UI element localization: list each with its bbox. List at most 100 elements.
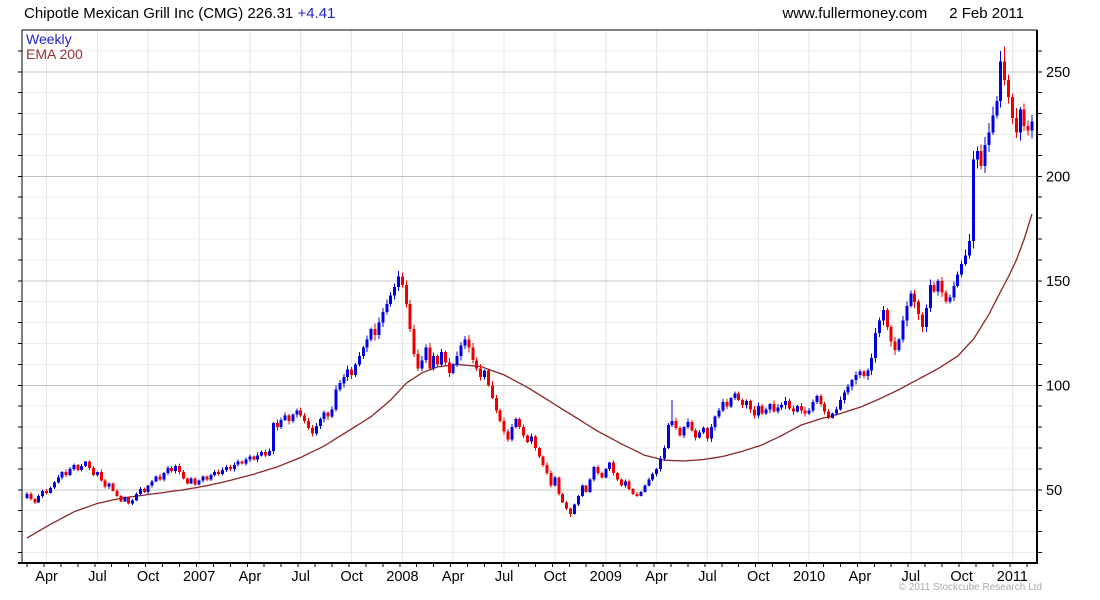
candle — [232, 464, 236, 469]
candle — [56, 477, 60, 483]
candle — [80, 465, 84, 470]
candle — [271, 423, 275, 452]
candle — [92, 467, 95, 476]
candle — [381, 312, 385, 323]
candle — [115, 490, 119, 497]
candle — [995, 101, 999, 116]
candle — [299, 410, 303, 416]
candle — [807, 410, 811, 414]
candle — [127, 497, 131, 504]
candle — [530, 436, 533, 442]
x-tick-label: 2010 — [793, 569, 825, 585]
candle — [987, 132, 991, 145]
candle — [64, 472, 68, 476]
candle — [999, 61, 1003, 102]
candle — [702, 428, 705, 433]
candle — [764, 409, 768, 414]
candle — [357, 356, 361, 365]
candle — [37, 496, 41, 503]
x-tick-label: Oct — [340, 569, 363, 585]
candle — [788, 401, 791, 409]
candle — [522, 427, 526, 436]
candle — [741, 400, 745, 406]
candle — [905, 305, 909, 321]
candle — [111, 483, 115, 491]
candle — [662, 448, 666, 459]
candle — [205, 476, 209, 480]
candle — [369, 328, 373, 340]
candle — [498, 410, 502, 421]
candle — [424, 347, 428, 361]
candle — [639, 491, 643, 497]
candle — [596, 466, 600, 474]
website-text: www.fullermoney.com — [782, 5, 928, 22]
candle — [244, 459, 248, 464]
candle — [838, 400, 842, 410]
candle — [842, 392, 846, 400]
candle — [588, 479, 592, 492]
candle — [107, 483, 111, 487]
candle — [705, 428, 709, 439]
axis-labels: 50 100 150 200 250 Apr Jul Oct 2007 Apr Jul Oct 2008… — [35, 65, 1070, 585]
candle — [866, 370, 870, 376]
candle — [616, 473, 619, 480]
candle — [952, 286, 956, 298]
candle — [60, 472, 64, 478]
candle — [84, 461, 88, 466]
chart-title: Chipotle Mexican Grill Inc (CMG) 226.31 … — [24, 5, 335, 22]
candle — [506, 431, 510, 440]
y-tick-label: 50 — [1046, 483, 1062, 499]
candle — [154, 476, 158, 482]
candle — [948, 297, 952, 302]
candle — [76, 464, 80, 470]
candle — [819, 395, 823, 405]
candle — [95, 472, 99, 476]
candle — [670, 420, 674, 426]
candle — [365, 339, 369, 348]
candle — [221, 470, 224, 475]
candle — [420, 360, 424, 369]
candle — [436, 356, 440, 365]
candle — [428, 347, 432, 369]
candle — [874, 333, 878, 359]
candle — [248, 456, 252, 460]
candle — [823, 404, 827, 412]
candle — [991, 115, 995, 133]
candle — [533, 436, 537, 448]
candle — [885, 310, 889, 327]
candle — [565, 502, 569, 509]
candle — [393, 287, 397, 296]
candle — [213, 472, 217, 476]
candle — [897, 339, 901, 350]
candle — [479, 368, 483, 377]
x-tick-label: Oct — [544, 569, 567, 585]
candle — [228, 466, 232, 469]
x-tick-label: Apr — [849, 569, 872, 585]
candle — [975, 151, 979, 160]
candle — [541, 456, 545, 465]
candle — [878, 320, 881, 333]
candle — [576, 496, 580, 505]
candle — [795, 406, 799, 412]
x-tick-label: Jul — [495, 569, 514, 585]
candle — [268, 451, 271, 456]
candle — [209, 475, 213, 480]
candle — [901, 320, 905, 340]
candle — [1030, 121, 1034, 131]
candle — [334, 389, 338, 410]
candle — [737, 393, 741, 400]
candle — [518, 418, 522, 428]
candle — [447, 362, 451, 373]
candle — [256, 455, 260, 460]
candle — [373, 328, 377, 336]
candle — [690, 421, 694, 431]
price-change: +4.41 — [297, 5, 336, 22]
candle — [150, 481, 154, 486]
candle — [467, 339, 471, 348]
candle — [1026, 126, 1030, 131]
candle — [752, 409, 756, 416]
candle — [870, 358, 874, 371]
y-tick-label: 200 — [1046, 169, 1070, 185]
candle — [635, 494, 639, 497]
